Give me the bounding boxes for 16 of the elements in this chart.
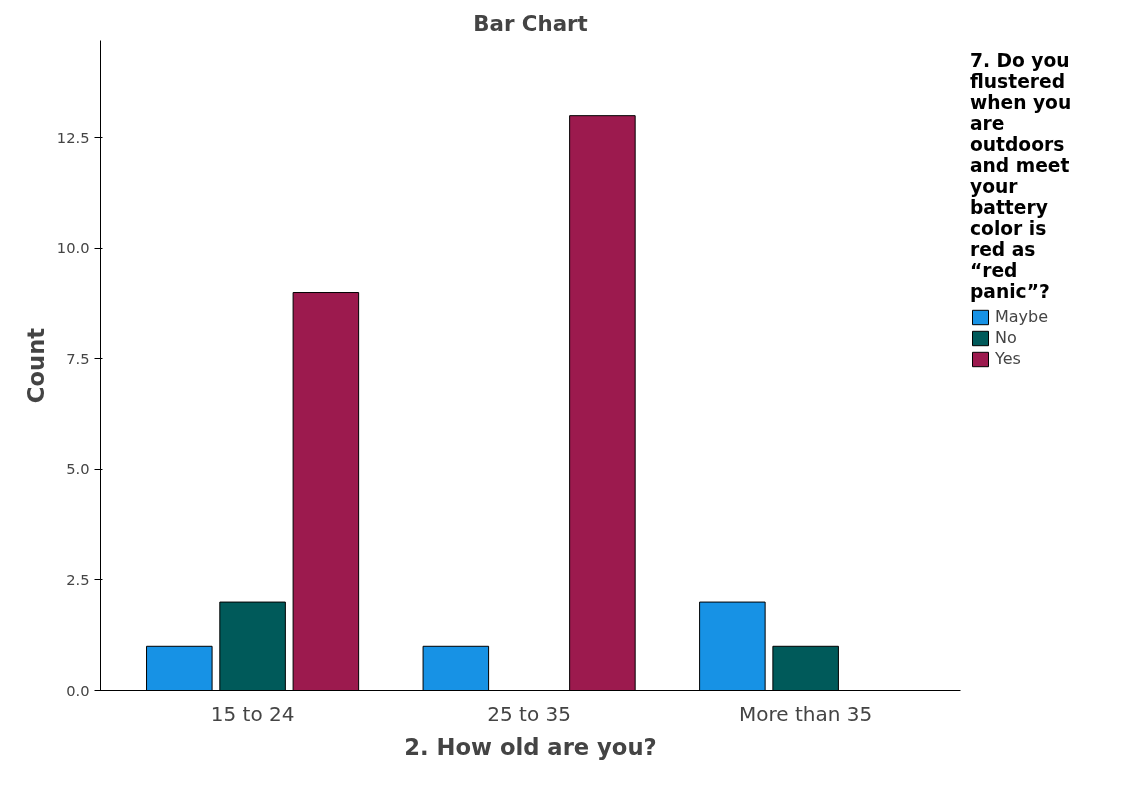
y-tick-label: 2.5 [66, 570, 90, 588]
x-tick-label: More than 35 [739, 701, 873, 726]
y-tick-label: 7.5 [66, 349, 90, 367]
text: 7. Do you flustered when you are outdoors and meet your battery color is red as “red panic”? [970, 50, 1072, 302]
y-tick-label: 10.0 [56, 239, 90, 257]
x-axis-title: 2. How old are you? [404, 733, 657, 760]
y-tick-label: 12.5 [56, 128, 90, 146]
legend-label: No [995, 328, 1017, 347]
x-tick-label: 15 to 24 [210, 701, 295, 726]
y-tick-label: 0.0 [66, 681, 90, 699]
legend-label: Maybe [995, 307, 1049, 326]
chart-title: Bar Chart [473, 10, 588, 36]
y-axis-title: Count [22, 327, 49, 404]
y-tick-label: 5.0 [66, 460, 90, 478]
legend-label: Yes [995, 349, 1021, 368]
x-tick-label: 25 to 35 [487, 701, 571, 726]
